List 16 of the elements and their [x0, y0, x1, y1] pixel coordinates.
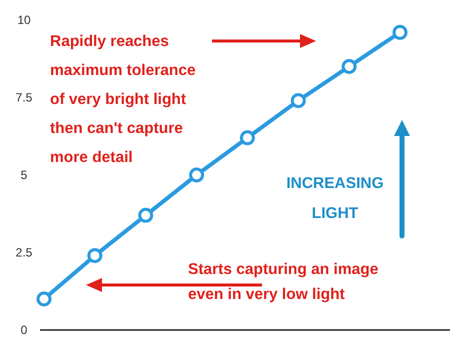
point — [189, 168, 204, 182]
y-tick-label: 10 — [17, 13, 31, 27]
y-tick-label: 2.5 — [16, 246, 33, 260]
point — [342, 59, 357, 74]
point — [36, 292, 52, 306]
point — [290, 93, 306, 108]
annotation: Rapidly reaches maximum tolerance of very bright light then can't capture more detail — [50, 33, 196, 166]
point — [240, 130, 255, 146]
point — [138, 208, 154, 223]
annotation: INCREASING LIGHT — [286, 175, 384, 222]
point — [392, 24, 408, 40]
y-tick-label: 7.5 — [16, 90, 33, 104]
annotation: Starts capturing an image even in very low light — [188, 261, 379, 303]
y-tick-label: 5 — [20, 168, 28, 182]
y-tick-label: 0 — [20, 323, 28, 337]
point — [87, 248, 102, 264]
